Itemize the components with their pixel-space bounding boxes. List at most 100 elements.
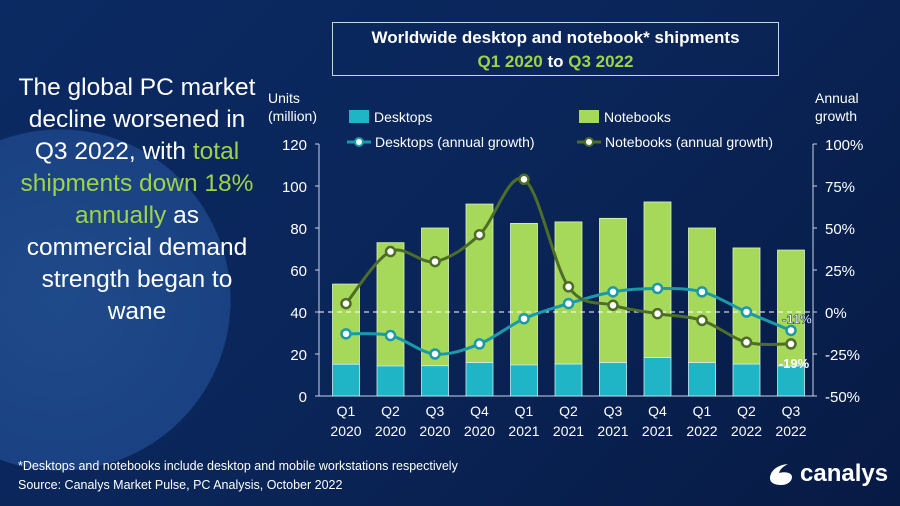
desktops-bar xyxy=(376,365,405,397)
source: Source: Canalys Market Pulse, PC Analysi… xyxy=(18,478,343,492)
footnote: *Desktops and notebooks include desktop … xyxy=(18,459,458,473)
notebooks-growth-point xyxy=(651,307,664,320)
x-tick-label: 2021 xyxy=(642,423,673,439)
desktops-bar xyxy=(421,365,449,397)
desktops-bar xyxy=(688,362,716,397)
x-tick-label: Q3 xyxy=(426,403,445,419)
legend-notebooks: Notebooks xyxy=(604,109,671,125)
annotation-notebooks: -19% xyxy=(779,356,810,371)
desktops-growth-point xyxy=(740,306,753,318)
x-tick-label: Q2 xyxy=(381,403,400,419)
x-tick-label: 2020 xyxy=(419,423,450,439)
annotation-desktops: -11% xyxy=(782,311,812,326)
y2-tick-label: 100% xyxy=(825,137,863,154)
chart-title: Worldwide desktop and notebook* shipment… xyxy=(332,22,779,76)
desktops-growth-point xyxy=(429,348,441,360)
headline: The global PC market decline worsened in… xyxy=(18,72,256,328)
y2-tick-label: 75% xyxy=(825,179,855,196)
notebooks-bar xyxy=(554,221,583,365)
legend-notebook-growth-marker xyxy=(584,137,594,147)
y-tick-label: 0 xyxy=(299,389,307,406)
x-tick-label: Q2 xyxy=(737,403,756,419)
notebooks-bar xyxy=(376,242,405,367)
headline-highlight: total shipments down 18% annually xyxy=(20,138,254,229)
notebooks-growth-point xyxy=(429,255,441,268)
notebooks-bar xyxy=(510,222,538,366)
headline-part3: as commercial demand strength began to w… xyxy=(26,202,248,325)
y-tick-label: 120 xyxy=(282,137,307,154)
left-axis-title: (million) xyxy=(268,108,317,124)
notebooks-growth-point xyxy=(518,173,530,186)
legend-notebooks-swatch xyxy=(579,110,599,123)
y2-tick-label: -50% xyxy=(825,389,860,406)
notebooks-growth-point xyxy=(473,228,486,241)
logo-text: canalys xyxy=(800,460,889,487)
x-tick-label: 2022 xyxy=(775,423,806,439)
right-axis-title: Annual xyxy=(815,90,859,106)
notebooks-growth-point xyxy=(384,245,397,258)
x-tick-label: 2020 xyxy=(375,423,406,439)
desktops-growth-point xyxy=(518,312,530,325)
notebooks-bar xyxy=(421,227,449,367)
canalys-logo-icon xyxy=(770,464,792,485)
x-tick-label: Q1 xyxy=(693,403,712,419)
notebooks-bar xyxy=(332,283,360,365)
y2-tick-label: 25% xyxy=(825,263,855,280)
title-end: Q3 2022 xyxy=(568,52,634,71)
desktops-growth-point xyxy=(785,324,797,337)
legend-notebook-growth: Notebooks (annual growth) xyxy=(605,134,773,150)
desktops-bar xyxy=(777,365,805,397)
title-start: Q1 2020 xyxy=(477,52,543,71)
legend-desktops: Desktops xyxy=(374,109,432,125)
x-tick-label: Q3 xyxy=(782,403,801,419)
notebooks-bar xyxy=(643,201,672,358)
y-tick-label: 20 xyxy=(290,347,307,364)
x-tick-label: 2021 xyxy=(553,423,584,439)
x-tick-label: Q4 xyxy=(470,403,489,419)
canalys-logo: canalys xyxy=(768,460,888,488)
x-tick-label: Q2 xyxy=(559,403,578,419)
x-tick-label: 2020 xyxy=(330,423,361,439)
y2-tick-label: 0% xyxy=(825,305,847,322)
y-tick-label: 60 xyxy=(290,263,307,280)
title-line2: Q1 2020 to Q3 2022 xyxy=(333,50,778,74)
title-to: to xyxy=(542,52,569,71)
desktops-growth-point xyxy=(473,338,486,350)
x-tick-label: Q4 xyxy=(648,403,667,419)
footer: *Desktops and notebooks include desktop … xyxy=(18,457,458,495)
desktops-bar xyxy=(599,362,627,397)
desktops-bar xyxy=(465,362,494,397)
desktops-growth-point xyxy=(384,329,397,342)
y-tick-label: 80 xyxy=(290,221,307,238)
left-axis-title: Units xyxy=(268,90,300,106)
headline-part1: The global PC market decline worsened in… xyxy=(18,74,256,165)
desktops-growth-point xyxy=(340,328,352,340)
desktops-growth-point xyxy=(696,286,708,298)
desktops-growth-point xyxy=(562,297,575,310)
y-tick-label: 40 xyxy=(290,305,307,322)
title-line1: Worldwide desktop and notebook* shipment… xyxy=(371,28,740,47)
y2-tick-label: -25% xyxy=(825,347,860,364)
notebooks-growth-point xyxy=(562,281,575,293)
legend-desktop-growth: Desktops (annual growth) xyxy=(375,134,535,150)
desktops-bar xyxy=(643,357,672,397)
notebooks-growth-point xyxy=(740,336,753,348)
notebooks-growth-point xyxy=(696,314,708,327)
desktops-bar xyxy=(332,363,360,397)
x-tick-label: Q1 xyxy=(337,403,356,419)
x-tick-label: Q1 xyxy=(515,403,534,419)
notebooks-growth-point xyxy=(785,338,797,350)
y2-tick-label: 50% xyxy=(825,221,855,238)
x-tick-label: 2022 xyxy=(731,423,762,439)
notebooks-growth-point xyxy=(607,299,619,312)
desktops-growth-point xyxy=(607,286,619,298)
right-axis-title: growth xyxy=(815,108,857,124)
x-tick-label: 2021 xyxy=(508,423,539,439)
desktops-bar xyxy=(554,363,583,397)
x-tick-label: Q3 xyxy=(604,403,623,419)
x-tick-label: 2020 xyxy=(464,423,495,439)
legend-desktop-growth-marker xyxy=(354,137,364,147)
y-tick-label: 100 xyxy=(282,179,307,196)
x-tick-label: 2021 xyxy=(597,423,628,439)
notebooks-growth-line xyxy=(344,176,792,346)
